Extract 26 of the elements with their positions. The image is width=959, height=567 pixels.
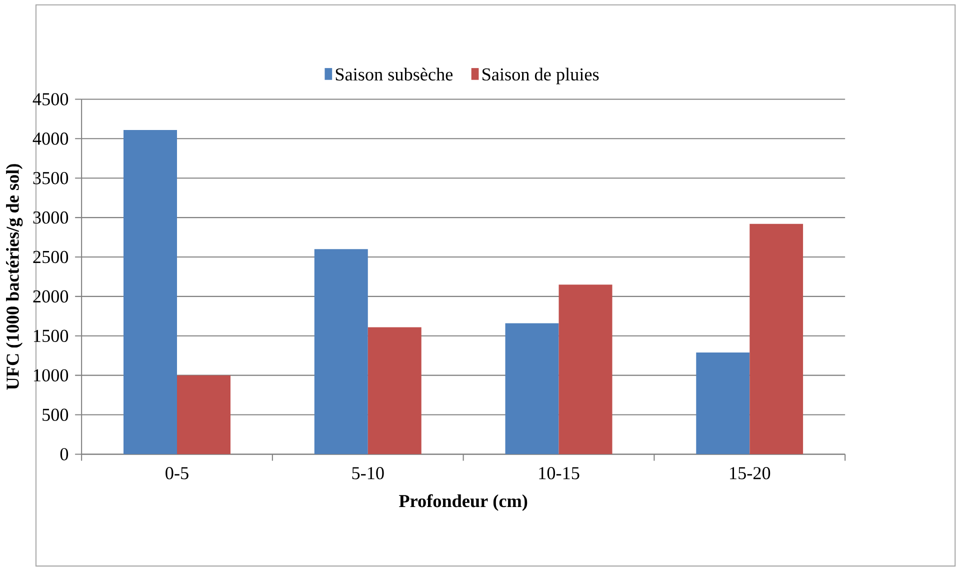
y-tick-label: 1500 xyxy=(34,330,68,342)
y-tick-label: 0 xyxy=(60,448,68,461)
y-tick-label: 4000 xyxy=(32,132,68,145)
x-tick-label: 0-5 xyxy=(166,467,188,480)
bar xyxy=(750,224,804,454)
legend-label: Saison de pluies xyxy=(482,68,599,84)
y-tick-label: 2000 xyxy=(33,290,68,303)
y-tick-label: 3000 xyxy=(33,212,68,224)
legend-label: Saison subsèche xyxy=(336,68,453,81)
x-tick-label: 15-20 xyxy=(730,467,770,480)
y-tick-label: 2500 xyxy=(33,251,68,264)
y-tick-label: 4500 xyxy=(32,93,68,106)
bar xyxy=(505,323,559,454)
x-tick-label: 10-15 xyxy=(539,467,580,480)
y-tick-label: 3500 xyxy=(33,172,68,184)
bar xyxy=(558,284,612,454)
bar xyxy=(124,130,177,454)
bar xyxy=(368,327,422,454)
y-tick-label: 1000 xyxy=(34,369,68,382)
y-tick-label: 500 xyxy=(42,408,68,422)
x-axis-title: Profondeur (cm) xyxy=(399,494,528,512)
y-axis-title: UFC (1000 bactéries/g de sol) xyxy=(6,164,23,390)
bar xyxy=(176,376,230,454)
bar xyxy=(696,352,750,454)
bar xyxy=(314,249,368,454)
x-tick-label: 5-10 xyxy=(352,467,384,480)
